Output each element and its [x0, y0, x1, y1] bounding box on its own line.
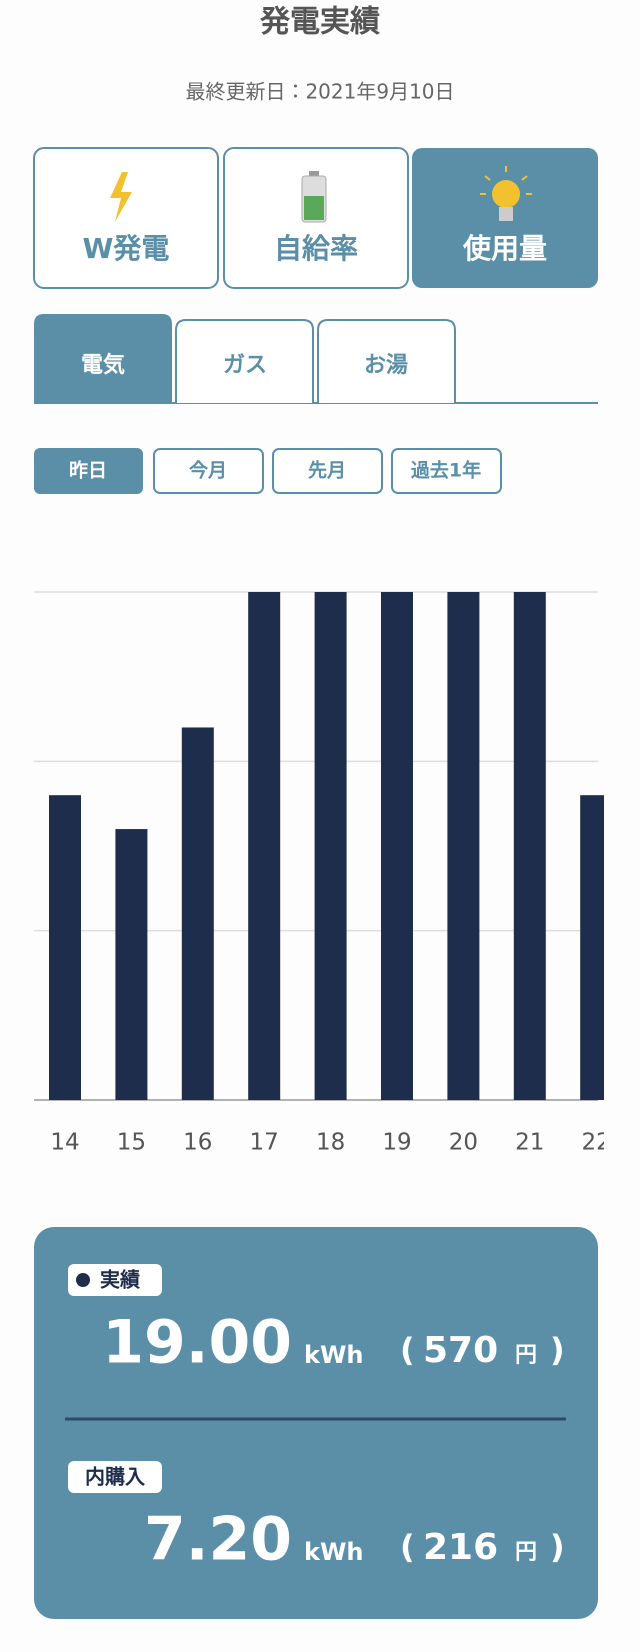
tab-box	[317, 319, 456, 403]
paren: )	[550, 1331, 565, 1369]
bulb-icon	[492, 180, 520, 208]
sub-tab[interactable]: 電気	[34, 314, 172, 403]
period-button[interactable]: 昨日	[34, 448, 143, 494]
main-tab[interactable]: 自給率	[223, 147, 409, 289]
tab-label: 自給率	[274, 232, 358, 265]
summary-card	[34, 1227, 598, 1619]
period-button[interactable]: 過去1年	[391, 448, 502, 494]
button-label: 過去1年	[411, 459, 481, 482]
bar	[580, 795, 604, 1100]
x-tick-label: 22	[582, 1130, 611, 1156]
cost: 570	[423, 1330, 498, 1371]
label-pill	[68, 1264, 162, 1296]
main-tab[interactable]: 使用量	[412, 148, 598, 288]
x-tick-label: 17	[250, 1130, 279, 1156]
bar	[447, 592, 480, 1100]
bar	[381, 592, 413, 1100]
chart: 14 15 16 17 18 19 20 21 22	[34, 591, 611, 1156]
paren: (	[400, 1331, 415, 1369]
bar	[248, 592, 281, 1100]
bar	[513, 592, 546, 1100]
tab-box	[175, 319, 314, 403]
x-tick-label: 19	[382, 1130, 411, 1156]
x-tick-label: 18	[316, 1130, 345, 1156]
tab-box	[34, 314, 172, 403]
paren: (	[400, 1528, 415, 1566]
unit: kWh	[304, 1341, 364, 1369]
button-box	[391, 448, 502, 494]
x-tick-label: 15	[117, 1130, 146, 1156]
lightning-icon	[110, 172, 132, 222]
bar	[314, 592, 347, 1100]
paren: )	[550, 1528, 565, 1566]
tab-label: 電気	[81, 352, 125, 378]
bar	[49, 795, 81, 1100]
period-button[interactable]: 先月	[272, 448, 383, 494]
unit: kWh	[304, 1538, 364, 1566]
tab-label: お湯	[364, 353, 408, 378]
amount: 7.20	[144, 1505, 292, 1575]
period-button[interactable]: 今月	[153, 448, 264, 494]
page-title: 発電実績	[259, 5, 380, 40]
button-box	[34, 448, 143, 494]
button-label: 今月	[189, 459, 227, 482]
button-label: 先月	[308, 459, 346, 482]
bar	[115, 829, 148, 1100]
battery-icon	[309, 171, 319, 176]
bulb-icon	[499, 207, 513, 221]
button-label: 昨日	[69, 459, 107, 482]
button-box	[153, 448, 264, 494]
battery-icon	[304, 196, 324, 220]
main-tab[interactable]: W発電	[33, 147, 219, 289]
x-tick-label: 21	[515, 1130, 544, 1156]
sub-tab[interactable]: ガス	[175, 319, 314, 403]
summary-label: 内購入	[85, 1465, 145, 1489]
button-box	[272, 448, 383, 494]
amount: 19.00	[102, 1308, 292, 1378]
legend-dot	[76, 1273, 90, 1287]
updated-date: 最終更新日：2021年9月10日	[185, 80, 454, 104]
summary-label: 実績	[100, 1268, 141, 1292]
currency: 円	[515, 1343, 537, 1368]
tab-label: ガス	[223, 353, 267, 378]
label-pill	[68, 1461, 162, 1493]
sub-tab[interactable]: お湯	[317, 319, 456, 403]
x-tick-label: 14	[50, 1130, 79, 1156]
tab-box	[33, 147, 219, 289]
tab-label: 使用量	[462, 232, 547, 265]
bulb-rays	[480, 166, 532, 195]
cost: 216	[423, 1527, 498, 1568]
currency: 円	[515, 1540, 537, 1565]
bar	[181, 727, 214, 1100]
tab-label: W発電	[83, 232, 170, 265]
x-tick-label: 20	[449, 1130, 478, 1156]
x-tick-label: 16	[183, 1130, 212, 1156]
